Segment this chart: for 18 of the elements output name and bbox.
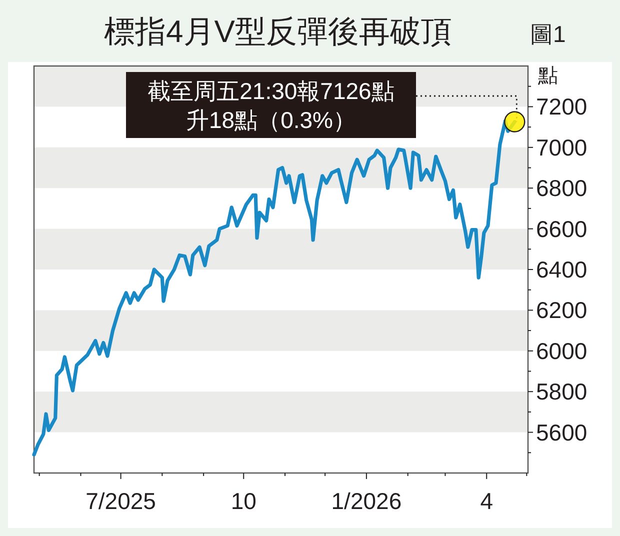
ytick: 7000 [536,134,588,160]
title: 標指4月V型反彈後再破頂 [104,14,452,49]
ytick: 6800 [536,175,588,202]
xtick: 1/2026 [331,488,402,514]
ytick: 7200 [536,94,588,120]
annotation: 截至周五21:30報7126點 [148,78,394,104]
ylabel: 點 [538,65,558,87]
ytick: 6600 [536,216,588,242]
ytick: 5600 [536,419,588,446]
annotation: 升18點（0.3%） [186,107,356,133]
ytick: 6200 [536,297,588,324]
xtick: 10 [230,488,256,514]
note: 圖1 [530,21,566,47]
xtick: 7/2025 [86,488,156,514]
xtick: 4 [480,488,493,514]
ytick: 5800 [536,378,588,405]
ytick: 6400 [536,256,588,282]
ytick: 6000 [536,338,588,364]
